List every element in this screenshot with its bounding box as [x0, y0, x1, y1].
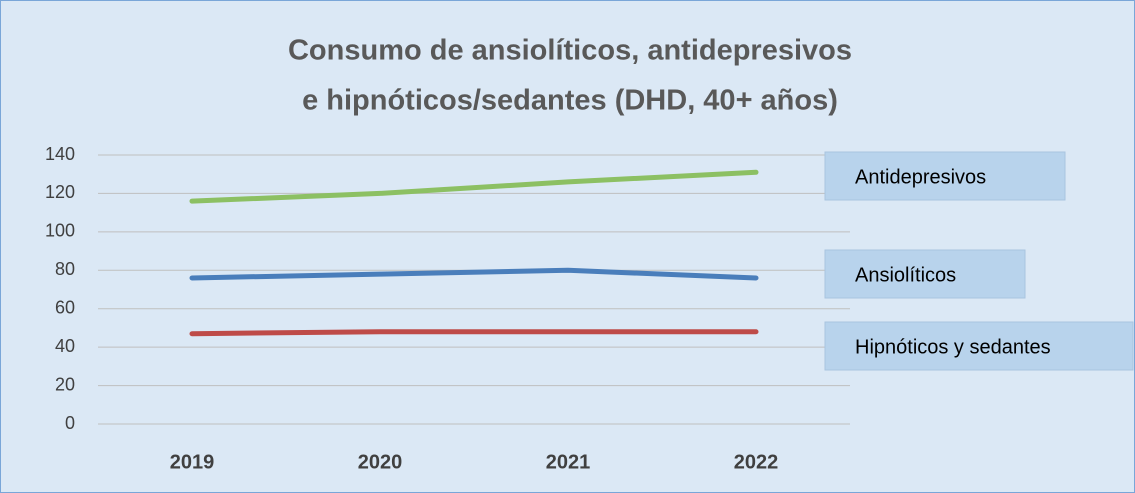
legend-box [824, 249, 1026, 299]
legend-box [824, 321, 1134, 371]
series-line [189, 267, 759, 281]
legend-box [824, 151, 1066, 201]
legend-label: Antidepresivos [855, 166, 986, 188]
x-tick-label: 2021 [546, 451, 591, 473]
series-line [189, 169, 759, 204]
y-tick-label: 40 [55, 336, 75, 356]
series-line [189, 329, 759, 337]
y-tick-label: 20 [55, 374, 75, 394]
x-tick-label: 2020 [358, 451, 403, 473]
x-tick-label: 2022 [734, 451, 779, 473]
legend-label: Ansiolíticos [855, 264, 956, 286]
y-tick-label: 120 [45, 182, 75, 202]
chart-title: Consumo de ansiolíticos, antidepresivos [288, 35, 852, 67]
y-tick-label: 0 [65, 413, 75, 433]
y-tick-label: 80 [55, 259, 75, 279]
legend-label: Hipnóticos y sedantes [855, 336, 1051, 358]
y-tick-label: 100 [45, 221, 75, 241]
y-tick-label: 140 [45, 144, 75, 164]
x-tick-label: 2019 [170, 451, 215, 473]
y-tick-label: 60 [55, 297, 75, 317]
chart-title: e hipnóticos/sedantes (DHD, 40+ años) [302, 85, 838, 117]
